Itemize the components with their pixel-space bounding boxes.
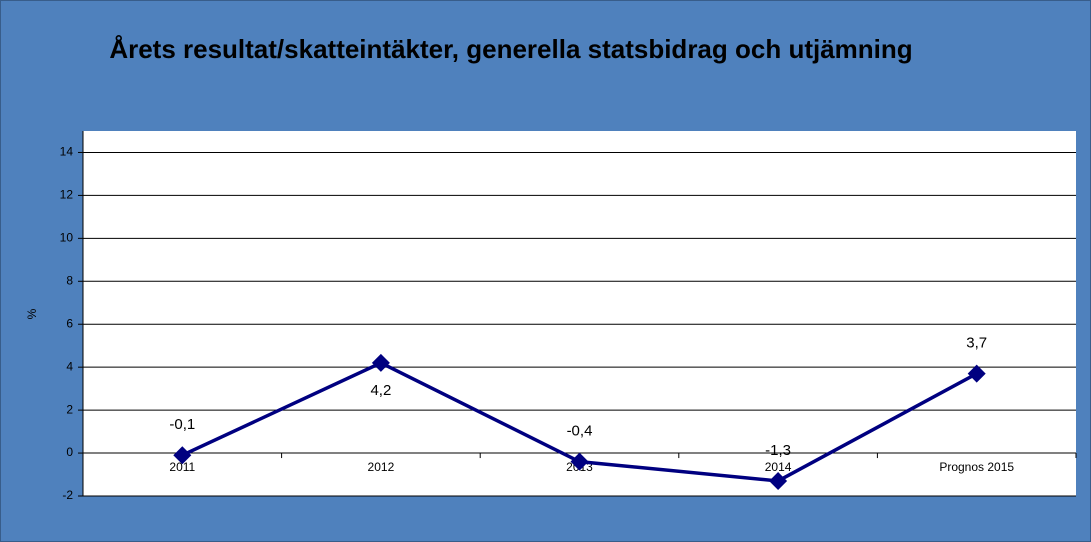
y-tick-label: 8: [66, 273, 73, 287]
x-tick-label: 2011: [169, 460, 195, 474]
y-tick-label: -2: [62, 488, 73, 502]
y-tick-label: 14: [60, 145, 74, 159]
data-label: 3,7: [966, 335, 987, 352]
y-tick-label: 6: [66, 316, 73, 330]
data-label: -0,4: [567, 423, 593, 440]
x-tick-label: Prognos 2015: [939, 460, 1014, 474]
x-tick-label: 2012: [368, 460, 395, 474]
data-label: 4,2: [370, 382, 391, 399]
plot-area: [83, 131, 1076, 496]
y-tick-label: 4: [66, 359, 73, 373]
x-tick-label: 2014: [765, 460, 792, 474]
marker: [967, 364, 986, 383]
marker: [371, 353, 390, 372]
data-label: -1,3: [765, 442, 791, 459]
y-tick-label: 12: [60, 188, 74, 202]
marker: [769, 471, 788, 490]
y-tick-label: 0: [66, 445, 73, 459]
marker: [570, 452, 589, 471]
data-label: -0,1: [169, 416, 195, 433]
y-tick-label: 2: [66, 402, 73, 416]
marker: [173, 446, 192, 465]
chart-title: Årets resultat/skatteintäkter, generella…: [109, 34, 913, 64]
y-axis-label: %: [25, 308, 39, 319]
y-tick-label: 10: [60, 231, 74, 245]
